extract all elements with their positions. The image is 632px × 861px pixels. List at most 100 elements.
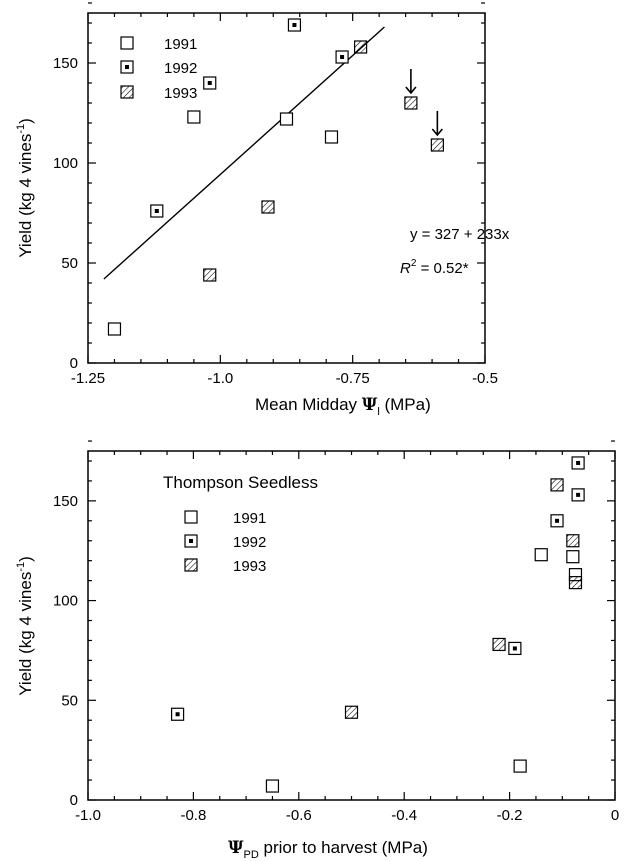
point-1991 [187,110,201,124]
y-tick-label: 100 [53,593,78,610]
x-tick-label: -0.2 [497,807,523,824]
point-1991 [534,548,548,562]
y-axis-title: Yield (kg 4 vines-1) [15,556,35,696]
marker-square [354,40,368,54]
point-1992 [150,204,164,218]
marker-square [279,112,294,126]
x-axis-title: ΨPD prior to harvest (MPa) [228,838,428,861]
point-1992 [287,18,302,32]
top-scatter-panel: -1.25 -1.0 -0.75 -0.5 0 50 100 150 1991 1992 19… [15,2,510,418]
point-1991 [265,779,280,793]
regression-line [103,26,385,280]
y-tick-label: 50 [61,255,78,272]
data-points [170,456,585,793]
axis-ticks [87,440,616,801]
legend-label-1991: 1991 [164,36,197,53]
legend-marker-1992-dot [189,539,193,543]
point-1993 [430,138,444,152]
legend-label-1992: 1992 [233,534,266,551]
data-points [107,18,444,336]
x-tick-label: -0.8 [180,807,206,824]
x-tick-label: -1.0 [207,370,233,387]
regression-equation: y = 327 + 233x [410,226,510,243]
marker-dot [292,23,297,27]
arrow-annotations [405,69,443,137]
marker-dot [555,518,560,523]
marker-square [265,779,280,793]
x-tick-label: -0.6 [286,807,312,824]
down-arrow-icon [431,111,443,137]
point-1993 [568,576,583,590]
legend-marker-1992-dot [125,65,129,69]
legend: 1991 1992 1993 [120,36,197,102]
y-axis-title: Yield (kg 4 vines-1) [15,118,35,258]
y-tick-label: 0 [70,792,78,809]
x-tick-label: -0.5 [472,370,498,387]
marker-square [550,478,564,492]
panel-title: Thompson Seedless [163,473,318,492]
r-squared: R2 = 0.52* [400,258,469,277]
marker-dot [512,646,517,651]
down-arrow-icon [405,69,417,95]
marker-square [203,268,217,282]
point-1993 [404,96,418,110]
marker-square [430,138,444,152]
tick-labels: -1.0 -0.8 -0.6 -0.4 -0.2 0 0 50 100 150 [53,493,619,824]
marker-dot [154,209,159,213]
y-tick-label: 100 [53,155,78,172]
marker-square [404,96,418,110]
regression-line-group [103,26,385,280]
marker-square [492,637,506,652]
bottom-scatter-panel: -1.0 -0.8 -0.6 -0.4 -0.2 0 0 50 100 150 Thompson … [15,440,619,861]
point-1992 [203,76,217,90]
point-1993 [550,478,564,492]
marker-dot [576,492,581,497]
y-tick-label: 50 [61,692,78,709]
point-1993 [344,705,359,719]
point-1991 [566,550,580,564]
marker-dot [340,55,345,59]
y-tick-label: 150 [53,493,78,510]
legend-label-1993: 1993 [233,558,266,575]
marker-square [324,130,339,144]
x-axis-title: Mean Midday Ψl (MPa) [255,395,431,418]
point-1992 [170,707,185,721]
marker-square [344,705,359,719]
plot-frame [87,12,486,364]
marker-square [566,534,580,548]
point-1993 [566,534,580,548]
point-1992 [550,514,564,528]
axis-ticks [87,2,486,364]
x-tick-label: -1.25 [71,370,105,387]
marker-square [513,759,527,773]
plot-frame [87,450,616,801]
marker-square [261,200,275,214]
point-1992 [571,488,585,502]
legend-marker-1993 [184,558,198,572]
point-1993 [492,637,506,652]
point-1992 [335,50,349,64]
point-1991 [279,112,294,126]
marker-square [534,548,548,562]
y-tick-label: 0 [70,355,78,372]
x-tick-label: -1.0 [75,807,101,824]
point-1993 [261,200,275,214]
tick-labels: -1.25 -1.0 -0.75 -0.5 0 50 100 150 [53,55,498,387]
marker-square [566,550,580,564]
point-1991 [107,322,122,336]
marker-dot [576,460,581,465]
point-1993 [354,40,368,54]
legend-label-1993: 1993 [164,85,197,102]
legend-marker-1993 [120,85,134,99]
x-tick-label: -0.4 [391,807,417,824]
point-1993 [203,268,217,282]
y-tick-label: 150 [53,55,78,72]
legend-marker-1991 [120,36,134,50]
point-1991 [324,130,339,144]
marker-square [187,110,201,124]
marker-square [568,576,583,590]
legend-label-1991: 1991 [233,510,266,527]
x-tick-label: -0.75 [336,370,370,387]
point-1991 [513,759,527,773]
